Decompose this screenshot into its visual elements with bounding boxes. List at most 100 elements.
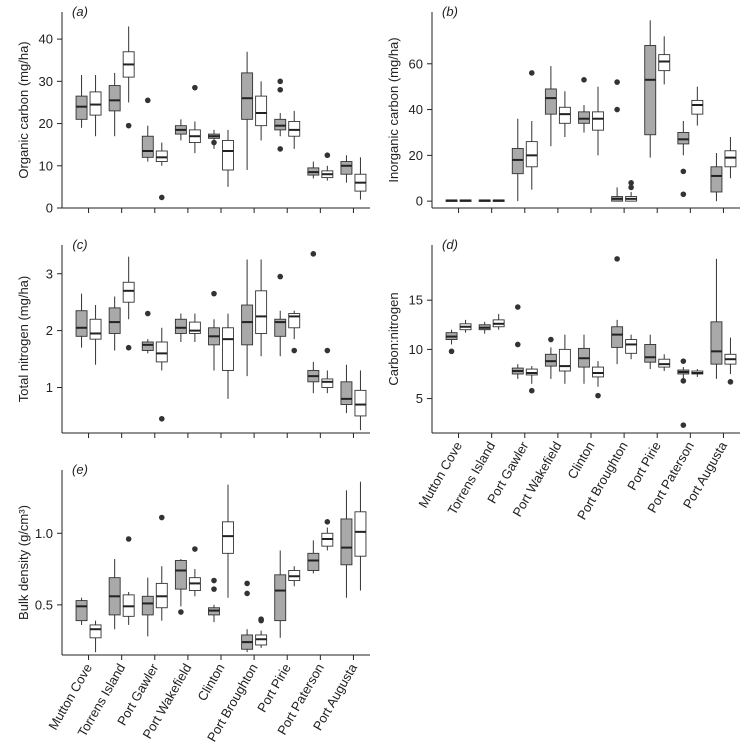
outlier-point	[192, 546, 198, 552]
y-tick-label: 10	[39, 158, 53, 173]
box	[89, 91, 102, 116]
panel-label: (e)	[72, 462, 88, 477]
box	[222, 521, 234, 554]
box	[155, 341, 168, 363]
y-tick-label: 1	[46, 380, 53, 395]
box	[241, 72, 254, 120]
outlier-point	[324, 519, 331, 525]
y-tick-label: 0	[416, 194, 423, 209]
outlier-point	[158, 415, 165, 422]
outlier-point	[211, 139, 217, 146]
box	[658, 54, 671, 72]
outlier-point	[158, 194, 165, 201]
box	[691, 99, 704, 115]
box	[525, 141, 538, 168]
outlier-point	[614, 79, 620, 85]
outlier-point	[727, 379, 734, 385]
y-tick-label: 3	[46, 266, 53, 281]
y-tick-label: 5	[416, 391, 423, 406]
box	[340, 381, 353, 406]
box	[592, 111, 604, 131]
y-tick-label: 60	[409, 56, 423, 71]
box	[174, 318, 187, 334]
box	[625, 339, 638, 354]
outlier-point	[277, 78, 284, 85]
outlier-point	[258, 617, 264, 624]
box	[188, 321, 201, 334]
y-axis-label: Total nitrogen (mg/ha)	[16, 276, 31, 402]
box	[89, 318, 102, 340]
box	[511, 148, 524, 175]
box	[108, 307, 121, 334]
y-tick-label: 0.5	[35, 597, 53, 612]
y-tick-label: 20	[409, 148, 423, 163]
box	[578, 111, 590, 124]
box	[288, 313, 301, 329]
chart-panel-b: (b) 0 20 40 60 Inorganic carbon (mg/ha)	[386, 4, 740, 213]
box	[222, 327, 234, 371]
box	[255, 290, 268, 334]
outlier-point	[581, 77, 587, 83]
outlier-point	[277, 273, 284, 280]
box	[307, 552, 320, 571]
outlier-point	[680, 422, 687, 428]
y-tick-label: 0	[46, 201, 53, 216]
outlier-point	[680, 378, 687, 384]
box	[122, 281, 135, 303]
box	[141, 595, 154, 616]
box	[644, 344, 657, 363]
y-axis-label: Inorganic carbon (mg/ha)	[386, 37, 401, 182]
outlier-point	[125, 536, 132, 542]
outlier-point	[125, 122, 132, 129]
y-tick-label: 10	[409, 342, 423, 357]
y-tick-label: 2	[46, 323, 53, 338]
box	[354, 511, 367, 557]
x-tick-label: Clinton	[564, 439, 597, 482]
y-tick-label: 40	[409, 102, 423, 117]
outlier-point	[324, 152, 331, 159]
outlier-point	[244, 580, 250, 587]
box	[710, 321, 723, 365]
y-axis-label: Carbon:nitrogen	[386, 292, 401, 385]
outlier-point	[144, 310, 151, 317]
box	[241, 304, 254, 346]
box	[141, 135, 154, 158]
outlier-point	[680, 191, 687, 198]
outlier-point	[448, 348, 455, 355]
y-tick-label: 20	[39, 116, 53, 131]
outlier-point	[310, 251, 317, 257]
y-tick-label: 15	[409, 293, 423, 308]
outlier-point	[211, 577, 217, 584]
box	[558, 106, 571, 124]
box	[141, 341, 154, 351]
box	[75, 95, 88, 120]
box	[75, 600, 88, 622]
outlier-point	[680, 168, 687, 175]
box	[75, 310, 88, 337]
box	[710, 166, 723, 193]
outlier-point	[324, 347, 331, 354]
box	[644, 45, 657, 136]
y-tick-label: 30	[39, 74, 53, 89]
outlier-point	[628, 184, 634, 191]
box	[354, 389, 367, 417]
outlier-point	[595, 392, 601, 399]
y-axis-label: Organic carbon (mg/ha)	[16, 41, 31, 178]
box	[274, 118, 287, 131]
outlier-point	[514, 341, 521, 348]
box	[288, 120, 301, 137]
outlier-point	[291, 347, 298, 354]
y-tick-label: 40	[39, 32, 53, 47]
outlier-point	[192, 84, 198, 91]
outlier-point	[244, 590, 250, 597]
panel-label: (a)	[72, 4, 88, 19]
box	[255, 95, 268, 127]
outlier-point	[277, 86, 284, 93]
box	[340, 161, 353, 175]
box	[558, 348, 571, 372]
chart-panel-a: (a) 0 10 20 30 40 Organic carbon (mg/ha)	[16, 4, 370, 216]
outlier-point	[211, 290, 217, 297]
outlier-point	[125, 344, 132, 351]
